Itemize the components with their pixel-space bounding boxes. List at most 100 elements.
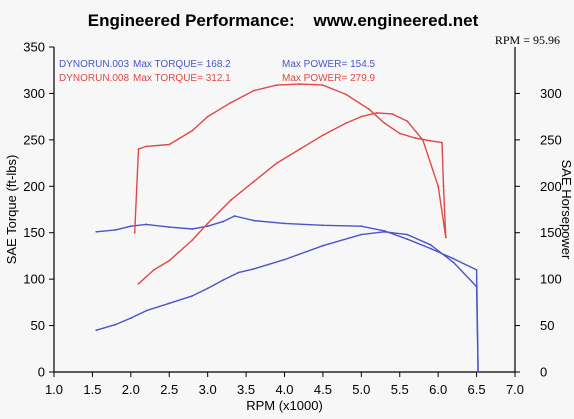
dynorun-003-power-point — [237, 271, 240, 274]
dynorun-003-power-point — [322, 244, 324, 247]
y-right-tick-label: 100 — [540, 272, 562, 287]
dynorun-008-torque-point — [442, 185, 445, 188]
dynorun-008-power-point — [375, 112, 378, 114]
dynorun-008-torque-point — [145, 145, 148, 148]
dynorun-003-torque-point — [145, 223, 148, 226]
dynorun-008-torque-point — [322, 84, 324, 86]
x-tick-label: 5.0 — [352, 382, 370, 397]
y-left-tick-label: 250 — [23, 132, 45, 147]
dynorun-003-torque-point — [95, 230, 98, 233]
dynorun-003-torque-point — [283, 222, 286, 225]
dynorun-008-torque-point — [299, 83, 301, 85]
y-axis-left-label: SAE Torque (ft-lbs) — [4, 155, 19, 265]
dynorun-003-power-point — [360, 233, 363, 236]
y-right-tick-label: 300 — [540, 86, 562, 101]
dynorun-003-torque-point — [233, 215, 236, 217]
dynorun-008-torque-point — [368, 108, 370, 111]
legend-run-003-name: DYNORUN.003 — [59, 59, 129, 70]
y-left-tick-label: 150 — [23, 225, 45, 240]
dynorun-003-torque-point — [191, 228, 194, 230]
dynorun-008-power-point — [421, 139, 424, 141]
dynorun-003-power-point — [429, 243, 432, 246]
dynorun-003-power-point — [206, 287, 209, 290]
y-left-tick-label: 200 — [23, 179, 45, 194]
y-right-tick-label: 150 — [540, 225, 562, 240]
dynorun-003-power-point — [283, 258, 286, 261]
dynorun-003-torque-point — [168, 226, 171, 229]
legend-run-008-max-torque: Max TORQUE= 312.1 — [133, 73, 231, 84]
dynorun-008-power-point — [322, 134, 324, 137]
y-left-tick-label: 100 — [23, 272, 45, 287]
y-right-tick-label: 250 — [540, 132, 562, 147]
x-tick-label: 2.0 — [122, 382, 140, 397]
dynorun-008-torque-point — [429, 139, 432, 142]
legend-run-003-max-power: Max POWER= 154.5 — [282, 59, 376, 70]
y-axis-right-label: SAE Horsepower — [559, 160, 574, 260]
dynorun-003-power-point — [475, 285, 478, 288]
dynorun-003-power-point — [477, 371, 479, 373]
dynorun-008-torque-point — [137, 148, 140, 151]
x-tick-label: 6.5 — [468, 382, 486, 397]
dynorun-003-torque-point — [429, 247, 432, 250]
dynorun-003-torque-point — [452, 257, 455, 260]
dynorun-008-power-point — [137, 282, 140, 285]
dynorun-003-torque-point — [322, 224, 324, 227]
x-tick-label: 4.5 — [314, 382, 332, 397]
series-layer — [95, 83, 479, 373]
dynorun-003-power-point — [95, 329, 98, 332]
dynorun-008-torque-point — [191, 129, 194, 132]
dynorun-008-torque-point — [168, 143, 171, 146]
dynorun-003-power-point — [191, 295, 194, 297]
dynorun-008-torque-point — [206, 115, 209, 118]
legend-run-008-name: DYNORUN.008 — [59, 73, 129, 84]
chart-title: Engineered Performance: www.engineered.n… — [88, 11, 479, 30]
x-tick-label: 6.0 — [429, 382, 447, 397]
dynorun-008-power-point — [191, 239, 194, 242]
legend-run-003-max-torque: Max TORQUE= 168.2 — [133, 59, 231, 70]
x-tick-label: 4.0 — [275, 382, 293, 397]
dynorun-003-power-point — [406, 233, 409, 236]
dynorun-008-power-point — [252, 180, 255, 183]
dynorun-003-torque-line — [96, 215, 479, 373]
x-tick-label: 3.0 — [199, 382, 217, 397]
x-tick-label: 5.5 — [391, 382, 409, 397]
dynorun-008-torque-point — [441, 141, 443, 144]
x-tick-label: 2.5 — [160, 382, 178, 397]
dynorun-008-torque-point — [229, 101, 232, 104]
dynorun-003-torque-point — [475, 269, 478, 271]
dynorun-008-torque-line — [134, 83, 447, 238]
dynorun-008-torque-point — [345, 93, 347, 96]
dynorun-003-power-point — [222, 279, 224, 281]
x-tick-label: 7.0 — [506, 382, 524, 397]
dynorun-008-power-point — [206, 222, 209, 225]
dynorun-008-power-point — [360, 115, 363, 118]
dynorun-008-torque-point — [275, 84, 278, 86]
dynorun-008-power-point — [391, 113, 393, 115]
y-left-tick-label: 50 — [31, 318, 45, 333]
legend: DYNORUN.003 Max TORQUE= 168.2 Max POWER=… — [59, 59, 376, 84]
y-right-tick-label: 0 — [540, 365, 547, 380]
y-left-tick-label: 350 — [23, 40, 45, 55]
y-right-tick-label: 50 — [540, 318, 554, 333]
dynorun-008-torque-point — [383, 122, 386, 124]
dynorun-008-power-point — [345, 122, 347, 124]
dynorun-008-power-point — [229, 199, 232, 202]
dynorun-003-torque-point — [206, 225, 209, 228]
legend-run-008-max-power: Max POWER= 279.9 — [282, 73, 376, 84]
axes-layer: 1.0 1.5 2.0 2.5 3.0 3.5 4.0 4.5 5.0 5.5 6.0 6.5 7.0 0… — [4, 40, 574, 414]
dynorun-003-power-point — [114, 323, 117, 326]
dynorun-008-power-point — [444, 236, 447, 239]
x-tick-label: 1.5 — [83, 382, 101, 397]
dynorun-003-power-point — [129, 317, 132, 319]
x-tick-label: 3.5 — [237, 382, 255, 397]
dynorun-008-torque-point — [398, 132, 401, 135]
dynorun-008-power-point — [153, 269, 155, 271]
dynorun-008-power-line — [138, 112, 447, 285]
x-tick-label: 1.0 — [45, 382, 63, 397]
dynorun-008-power-point — [406, 120, 409, 123]
y-left-tick-label: 300 — [23, 86, 45, 101]
dynorun-008-torque-point — [252, 89, 255, 92]
dynorun-003-power-point — [168, 302, 171, 305]
dynorun-003-power-point — [145, 309, 148, 312]
